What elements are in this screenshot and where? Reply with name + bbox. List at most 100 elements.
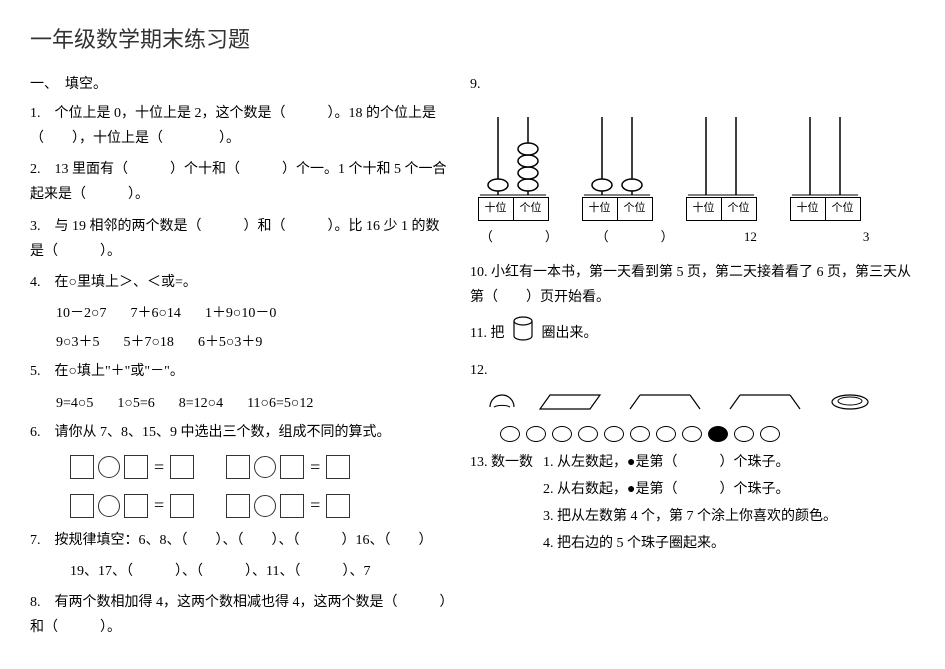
q11-suffix: 圈出来。: [541, 326, 597, 341]
abacus-3-svg: [678, 107, 764, 197]
question-7-title: 7. 按规律填空：6、8、（ ）、（ ）、（ ）16、（ ）: [30, 528, 450, 553]
question-2: 2. 13 里面有（ ）个十和（ ）个一。1 个十和 5 个一合起来是（ ）。: [30, 157, 450, 207]
abacus-2: 十位 个位: [574, 107, 660, 221]
q5-eq-b: 1○5=6: [117, 391, 154, 416]
abacus-2-labels: 十位 个位: [582, 197, 653, 221]
q12-shapes-svg: [480, 387, 900, 415]
bead-empty: [682, 426, 702, 442]
q12-top-shapes: [480, 387, 915, 424]
q4-eq-1b: 7＋6○14: [130, 301, 180, 326]
q4-eq-1c: 1＋9○10－0: [205, 301, 276, 326]
question-13: 13. 数一数 1. 从左数起，●是第（ ）个珠子。 2. 从右数起，●是第（ …: [470, 450, 915, 559]
abacus-1-svg: [470, 107, 556, 197]
abacus-label-tens: 十位: [687, 198, 722, 220]
question-6-equations-row-2: = =: [30, 489, 450, 521]
page-title: 一年级数学期末练习题: [30, 20, 915, 60]
blank-circle: [98, 456, 120, 478]
q4-eq-1a: 10－2○7: [56, 301, 106, 326]
blank-box: [70, 494, 94, 518]
blank-box: [326, 494, 350, 518]
question-9-num: 9.: [470, 72, 915, 97]
question-12: 12.: [470, 358, 915, 442]
equals-sign: =: [308, 489, 322, 521]
question-4-title: 4. 在○里填上＞、＜或=。: [30, 270, 450, 295]
abacus-3: 十位 个位: [678, 107, 764, 221]
q5-eq-d: 11○6=5○12: [247, 391, 313, 416]
abacus-4-svg: [782, 107, 868, 197]
bead-empty: [552, 426, 572, 442]
bead-empty: [500, 426, 520, 442]
q13-line-1: 1. 从左数起，●是第（ ）个珠子。: [543, 450, 837, 475]
section-1-title: 一、 填空。: [30, 72, 450, 97]
abacus-answers: （ ） （ ） 12 3: [470, 225, 915, 248]
question-4-row-2: 9○3＋5 5＋7○18 6＋5○3＋9: [30, 330, 450, 355]
abacus-label-ones: 个位: [826, 198, 860, 220]
question-7-line-2: 19、17、（ ）、（ ）、11、（ ）、7: [30, 559, 450, 584]
blank-box: [124, 494, 148, 518]
equals-sign: =: [308, 451, 322, 483]
abacus-row: 十位 个位 十位 个位: [470, 107, 915, 221]
bead-filled: [708, 426, 728, 442]
blank-circle: [98, 495, 120, 517]
equals-sign: =: [152, 489, 166, 521]
abacus-3-labels: 十位 个位: [686, 197, 757, 221]
abacus-answer-1: （ ）: [470, 225, 568, 248]
q4-eq-2a: 9○3＋5: [56, 330, 99, 355]
bead-empty: [656, 426, 676, 442]
bead-empty: [526, 426, 546, 442]
right-column: 9. 十位 个位: [470, 72, 915, 647]
abacus-answer-3: 12: [702, 225, 800, 248]
two-column-layout: 一、 填空。 1. 个位上是 0，十位上是 2，这个数是（ ）。18 的个位上是…: [30, 72, 915, 647]
question-3: 3. 与 19 相邻的两个数是（ ）和（ ）。比 16 少 1 的数是（ ）。: [30, 214, 450, 264]
cylinder-icon: [512, 316, 534, 351]
q4-eq-2b: 5＋7○18: [123, 330, 173, 355]
bead-empty: [734, 426, 754, 442]
bead-empty: [630, 426, 650, 442]
blank-box: [170, 494, 194, 518]
left-column: 一、 填空。 1. 个位上是 0，十位上是 2，这个数是（ ）。18 的个位上是…: [30, 72, 450, 647]
q4-eq-2c: 6＋5○3＋9: [198, 330, 262, 355]
blank-box: [280, 455, 304, 479]
beads-row: [470, 426, 915, 442]
bead-empty: [604, 426, 624, 442]
abacus-label-tens: 十位: [791, 198, 826, 220]
q13-line-4: 4. 把右边的 5 个珠子圈起来。: [543, 531, 837, 556]
question-10: 10. 小红有一本书，第一天看到第 5 页，第二天接着看了 6 页，第三天从第（…: [470, 260, 915, 310]
question-4-row-1: 10－2○7 7＋6○14 1＋9○10－0: [30, 301, 450, 326]
question-5-title: 5. 在○填上"＋"或"－"。: [30, 359, 450, 384]
q13-subquestions: 1. 从左数起，●是第（ ）个珠子。 2. 从右数起，●是第（ ）个珠子。 3.…: [533, 450, 837, 559]
abacus-answer-2: （ ）: [586, 225, 684, 248]
blank-box: [124, 455, 148, 479]
question-6-equations-row-1: = =: [30, 451, 450, 483]
q12-num: 12.: [470, 363, 488, 378]
abacus-4: 十位 个位: [782, 107, 868, 221]
q11-prefix: 11. 把: [470, 326, 504, 341]
abacus-2-svg: [574, 107, 660, 197]
blank-box: [280, 494, 304, 518]
blank-circle: [254, 495, 276, 517]
abacus-label-tens: 十位: [479, 198, 514, 220]
equals-sign: =: [152, 451, 166, 483]
abacus-label-ones: 个位: [514, 198, 548, 220]
question-1: 1. 个位上是 0，十位上是 2，这个数是（ ）。18 的个位上是（ ），十位上…: [30, 101, 450, 151]
q13-line-2: 2. 从右数起，●是第（ ）个珠子。: [543, 477, 837, 502]
blank-box: [326, 455, 350, 479]
abacus-label-ones: 个位: [618, 198, 652, 220]
q5-eq-a: 9=4○5: [56, 391, 93, 416]
bead-empty: [578, 426, 598, 442]
q13-prefix: 13. 数一数: [470, 450, 533, 475]
abacus-4-labels: 十位 个位: [790, 197, 861, 221]
blank-circle: [254, 456, 276, 478]
bead-empty: [760, 426, 780, 442]
abacus-label-ones: 个位: [722, 198, 756, 220]
question-8: 8. 有两个数相加得 4，这两个数相减也得 4，这两个数是（ ）和（ ）。: [30, 590, 450, 640]
blank-box: [226, 494, 250, 518]
blank-box: [70, 455, 94, 479]
q5-eq-c: 8=12○4: [179, 391, 223, 416]
abacus-answer-4: 3: [817, 225, 915, 248]
abacus-1: 十位 个位: [470, 107, 556, 221]
abacus-1-labels: 十位 个位: [478, 197, 549, 221]
blank-box: [170, 455, 194, 479]
q13-line-3: 3. 把从左数第 4 个，第 7 个涂上你喜欢的颜色。: [543, 504, 837, 529]
abacus-label-tens: 十位: [583, 198, 618, 220]
